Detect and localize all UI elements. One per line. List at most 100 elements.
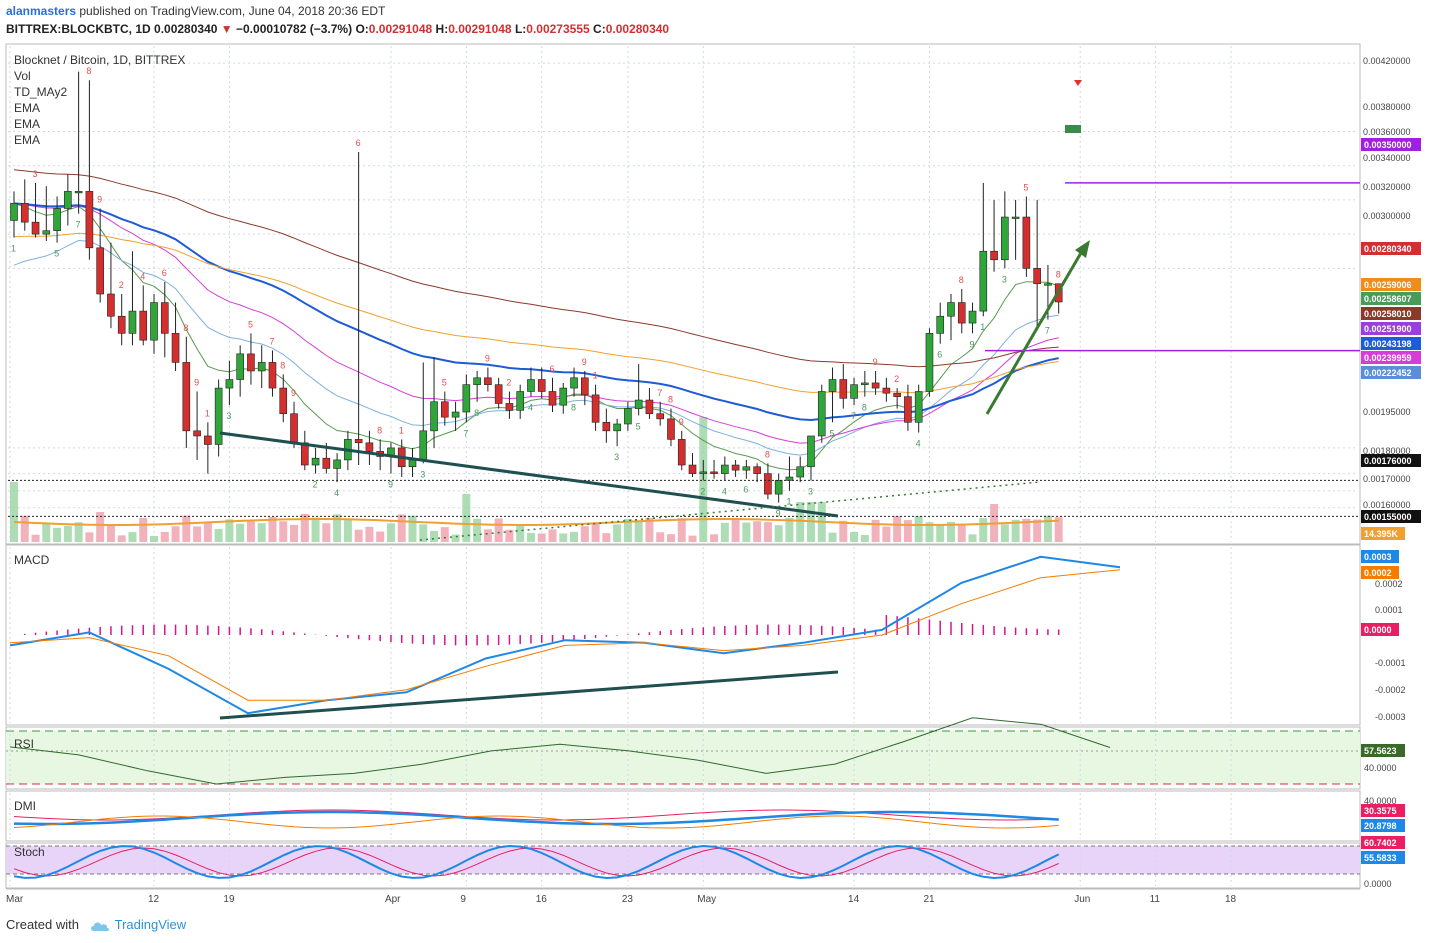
td-count-label: 8 — [280, 360, 285, 370]
author-link[interactable]: alanmasters — [6, 4, 77, 18]
td-count-label: 6 — [162, 268, 167, 278]
macd-badge — [1361, 566, 1399, 579]
price-tick-label: 0.00195000 — [1363, 407, 1411, 417]
candle-body — [182, 362, 191, 432]
td-count-label: 8 — [183, 323, 188, 333]
candle-body — [74, 191, 83, 194]
price-pane[interactable] — [5, 43, 1361, 545]
dmi-title: DMI — [14, 799, 36, 813]
open-label: O: — [355, 22, 369, 36]
time-tick-label: 9 — [460, 894, 466, 905]
change-value: −0.00010782 (−3.7%) — [236, 22, 353, 36]
td-count-label: 9 — [970, 339, 975, 349]
volume-bar — [645, 517, 654, 542]
volume-bar — [483, 529, 492, 542]
price-badge-label: 0.00251900 — [1364, 324, 1412, 334]
candle-body — [10, 203, 18, 221]
td-count-label: 5 — [248, 319, 253, 329]
stoch-k-line — [13, 844, 1060, 880]
price-badge — [1361, 278, 1421, 291]
price-badge-label: 14.395K — [1364, 529, 1399, 539]
indicator-legend-item: TD_MAy2 — [14, 85, 67, 99]
price-tick-label: 0.00300000 — [1363, 211, 1411, 221]
volume-bar — [343, 520, 352, 542]
volume-bar — [666, 534, 675, 542]
macd-tick-label: 0.0002 — [1375, 579, 1403, 589]
volume-bar — [365, 526, 374, 542]
volume-bar — [731, 519, 740, 542]
candle-body — [1033, 268, 1041, 285]
price-tick-label: 0.00420000 — [1363, 56, 1411, 66]
td-count-label: 9 — [97, 194, 102, 204]
candle-body — [322, 457, 331, 469]
candle-body — [96, 247, 104, 295]
pane-labels: Blocknet / Bitcoin, 1D, BITTREX Vol TD_MAy… — [14, 53, 185, 859]
price-badge-label: 0.00176000 — [1364, 456, 1412, 466]
ema-100-line — [13, 169, 1059, 368]
volume-bar — [440, 527, 449, 542]
drawings — [8, 80, 1360, 541]
volume-bar — [214, 528, 223, 542]
candle-body — [311, 457, 320, 466]
candle-body — [882, 387, 891, 394]
rsi-band — [6, 731, 1360, 784]
td-count-label: 3 — [33, 169, 38, 179]
indicator-legend-item: EMA — [14, 117, 40, 131]
candle-body — [570, 377, 578, 389]
quote-line: BITTREX:BLOCKBTC, 1D 0.00280340 ▼ −0.000… — [6, 22, 669, 36]
volume-bar — [946, 521, 955, 542]
candle-body — [214, 387, 223, 445]
volume-bar — [419, 524, 428, 542]
indicator-legend-item: EMA — [14, 101, 40, 115]
td-count-label: 1 — [593, 371, 598, 381]
td-count-label: 1 — [11, 244, 16, 254]
candle-body — [408, 459, 417, 468]
candle-body — [365, 442, 374, 452]
td-count-label: 8 — [377, 425, 382, 435]
candle-body — [527, 379, 535, 392]
symbol-label[interactable]: BITTREX:BLOCKBTC, 1D — [6, 22, 151, 36]
open-value: 0.00291048 — [368, 22, 433, 36]
volume-bar — [354, 529, 363, 542]
volume-bar — [957, 523, 966, 542]
volume-bar — [290, 524, 299, 542]
candle-body — [473, 377, 481, 385]
price-badge-label: 0.00155000 — [1364, 512, 1412, 522]
candle-body — [193, 430, 201, 437]
macd-tick-label: -0.0003 — [1375, 712, 1406, 722]
td-count-label: 3 — [420, 469, 425, 479]
volume-bar — [537, 533, 546, 542]
candle-body — [128, 310, 137, 334]
volume-bar — [1033, 519, 1042, 542]
volume-bar — [42, 523, 51, 542]
volume-bar — [1043, 515, 1052, 542]
volume-bar — [386, 523, 395, 542]
last-price: 0.00280340 — [154, 22, 218, 36]
td-count-label: 5 — [1023, 183, 1028, 193]
tradingview-brand[interactable]: TradingView — [114, 917, 187, 932]
candle-body — [85, 191, 94, 249]
td-count-label: 7 — [76, 220, 81, 230]
volume-bar — [785, 517, 794, 542]
dmi-badge-label: 30.3575 — [1364, 806, 1397, 816]
time-tick-label: 14 — [848, 894, 860, 905]
price-badge — [1361, 527, 1405, 540]
candle-body — [925, 333, 934, 392]
macd-pane[interactable] — [5, 544, 1361, 726]
volume-bar — [494, 518, 503, 542]
stoch-tick-label: 0.0000 — [1364, 879, 1392, 889]
volume-bar — [871, 519, 880, 542]
candle-body — [699, 471, 708, 474]
candle-body — [171, 333, 180, 363]
td-count-label: 9 — [582, 357, 587, 367]
dmi-badge — [1361, 819, 1405, 832]
candle-body — [807, 435, 815, 468]
candle-body — [667, 418, 675, 440]
chart-header: alanmasters published on TradingView.com… — [0, 0, 1429, 44]
candle-body — [494, 384, 503, 404]
td-count-label: 8 — [86, 66, 91, 76]
stoch-badge — [1361, 851, 1405, 864]
price-tick-label: 0.00170000 — [1363, 474, 1411, 484]
